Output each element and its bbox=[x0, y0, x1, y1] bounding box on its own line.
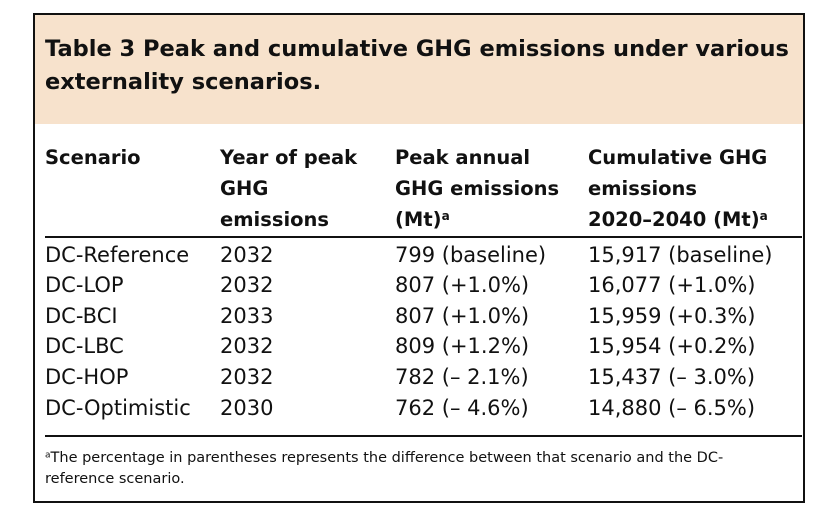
table-row: DC-HOP 2032 782 (– 2.1%) 15,437 (– 3.0%) bbox=[35, 362, 803, 392]
footnote-marker: a bbox=[45, 450, 51, 461]
header-scenario: Scenario bbox=[45, 142, 141, 173]
footnote-text: The percentage in parentheses represents… bbox=[45, 450, 724, 487]
header-line: (Mt)a bbox=[395, 204, 559, 235]
cell-peak: 807 (+1.0%) bbox=[395, 304, 530, 328]
table-caption-band: Table 3 Peak and cumulative GHG emission… bbox=[35, 15, 803, 124]
cell-cumulative: 15,917 (baseline) bbox=[588, 243, 773, 267]
header-line: 2020–2040 (Mt)a bbox=[588, 204, 768, 235]
cell-peak: 807 (+1.0%) bbox=[395, 273, 530, 297]
header-line: Year of peak bbox=[220, 146, 358, 169]
cell-year: 2032 bbox=[220, 243, 274, 267]
cell-year: 2032 bbox=[220, 273, 274, 297]
cell-peak: 809 (+1.2%) bbox=[395, 334, 530, 358]
table-frame: Table 3 Peak and cumulative GHG emission… bbox=[33, 13, 805, 503]
cell-year: 2032 bbox=[220, 365, 274, 389]
cell-cumulative: 15,959 (+0.3%) bbox=[588, 304, 756, 328]
footnote-marker: a bbox=[759, 208, 768, 223]
header-line: emissions bbox=[588, 177, 698, 200]
header-line: Peak annual bbox=[395, 146, 531, 169]
cell-scenario: DC-LOP bbox=[45, 273, 124, 297]
cell-peak: 762 (– 4.6%) bbox=[395, 396, 529, 420]
cell-year: 2032 bbox=[220, 334, 274, 358]
table-row: DC-Optimistic 2030 762 (– 4.6%) 14,880 (… bbox=[35, 393, 803, 423]
cell-scenario: DC-LBC bbox=[45, 334, 124, 358]
table-row: DC-LOP 2032 807 (+1.0%) 16,077 (+1.0%) bbox=[35, 270, 803, 300]
header-rule bbox=[45, 236, 802, 238]
header-line: GHG emissions bbox=[395, 177, 560, 200]
cell-cumulative: 14,880 (– 6.5%) bbox=[588, 396, 756, 420]
header-line: emissions bbox=[220, 208, 330, 231]
cell-scenario: DC-Optimistic bbox=[45, 396, 191, 420]
table-row: DC-BCI 2033 807 (+1.0%) 15,959 (+0.3%) bbox=[35, 301, 803, 331]
table-row: DC-Reference 2032 799 (baseline) 15,917 … bbox=[35, 240, 803, 270]
header-line-text: 2020–2040 (Mt) bbox=[588, 208, 760, 231]
cell-scenario: DC-HOP bbox=[45, 365, 129, 389]
cell-cumulative: 15,437 (– 3.0%) bbox=[588, 365, 756, 389]
header-line: GHG bbox=[220, 177, 269, 200]
cell-scenario: DC-Reference bbox=[45, 243, 190, 267]
cell-peak: 799 (baseline) bbox=[395, 243, 547, 267]
cell-year: 2033 bbox=[220, 304, 274, 328]
header-line-text: (Mt) bbox=[395, 208, 442, 231]
table-row: DC-LBC 2032 809 (+1.2%) 15,954 (+0.2%) bbox=[35, 331, 803, 361]
cell-year: 2030 bbox=[220, 396, 274, 420]
cell-cumulative: 15,954 (+0.2%) bbox=[588, 334, 756, 358]
header-cumulative: Cumulative GHG emissions 2020–2040 (Mt)a bbox=[588, 142, 768, 235]
footnote-marker: a bbox=[441, 208, 450, 223]
cell-peak: 782 (– 2.1%) bbox=[395, 365, 529, 389]
cell-scenario: DC-BCI bbox=[45, 304, 118, 328]
cell-cumulative: 16,077 (+1.0%) bbox=[588, 273, 756, 297]
bottom-rule bbox=[45, 435, 802, 437]
table-footnote: aThe percentage in parentheses represent… bbox=[45, 448, 790, 490]
header-peak-annual: Peak annual GHG emissions (Mt)a bbox=[395, 142, 559, 235]
table-caption: Table 3 Peak and cumulative GHG emission… bbox=[45, 36, 789, 95]
header-line: Scenario bbox=[45, 146, 141, 169]
header-year-of-peak: Year of peak GHG emissions bbox=[220, 142, 357, 235]
header-line: Cumulative GHG bbox=[588, 146, 768, 169]
